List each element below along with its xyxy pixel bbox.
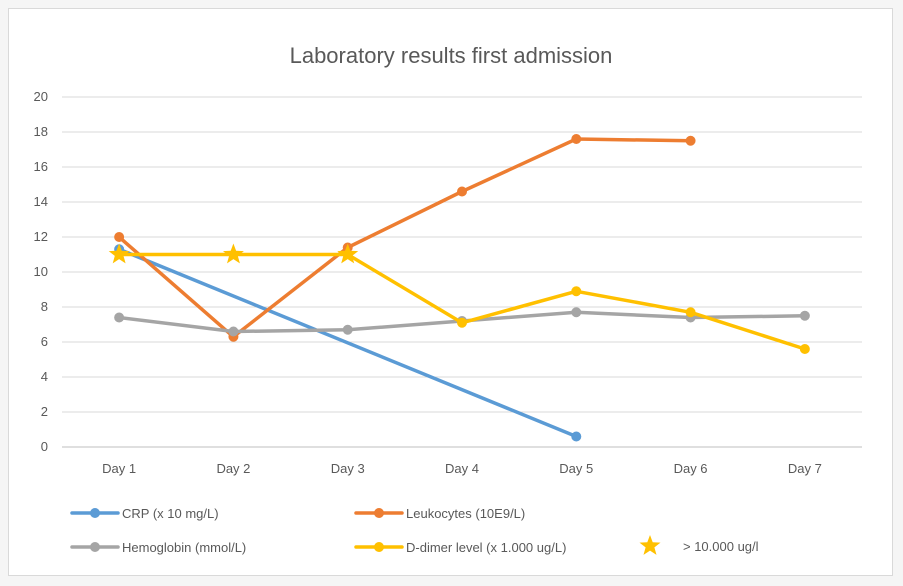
x-tick-label: Day 4 [445, 461, 479, 476]
series-2 [114, 134, 696, 342]
legend-marker [374, 542, 384, 552]
data-point [571, 431, 582, 442]
x-axis-ticks: Day 1 Day 2 Day 3 Day 4 Day 5 Day 6 Day 7 [102, 461, 822, 476]
data-point [799, 344, 810, 354]
x-tick-label: Day 1 [102, 461, 136, 476]
y-tick-label: 8 [41, 299, 48, 314]
y-tick-label: 14 [34, 194, 48, 209]
y-tick-label: 6 [41, 334, 48, 349]
star-marker [337, 243, 359, 264]
y-axis-ticks: 0 2 4 6 8 10 12 14 16 18 20 [34, 89, 48, 454]
legend-item-star: > 10.000 ug/l [639, 535, 759, 555]
x-tick-label: Day 5 [559, 461, 593, 476]
y-tick-label: 12 [34, 229, 48, 244]
legend-label: D-dimer level (x 1.000 ug/L) [406, 540, 566, 555]
data-point [114, 232, 125, 242]
data-point [342, 324, 353, 335]
star-marker [108, 243, 130, 264]
chart-frame: Laboratory results first admission 0 2 4 6 8… [8, 8, 893, 576]
y-tick-label: 2 [41, 404, 48, 419]
x-tick-label: Day 3 [331, 461, 365, 476]
x-tick-label: Day 7 [788, 461, 822, 476]
y-tick-label: 10 [34, 264, 48, 279]
data-point [571, 134, 582, 144]
legend-item: Hemoglobin (mmol/L) [70, 540, 246, 555]
y-tick-label: 20 [34, 89, 48, 104]
data-point [571, 307, 582, 318]
legend-item: CRP (x 10 mg/L) [70, 506, 219, 521]
data-point [685, 307, 696, 318]
data-point [114, 312, 125, 323]
legend-item: D-dimer level (x 1.000 ug/L) [354, 540, 566, 555]
star-marker [223, 243, 244, 264]
series-layer [108, 134, 810, 442]
series-line [117, 252, 807, 351]
gridlines [62, 96, 862, 448]
legend-star-marker [639, 535, 661, 555]
legend-label: Hemoglobin (mmol/L) [122, 540, 246, 555]
legend-label: > 10.000 ug/l [683, 539, 759, 554]
y-tick-label: 18 [34, 124, 48, 139]
x-tick-label: Day 2 [216, 461, 250, 476]
legend-marker [374, 508, 384, 518]
line-chart: Laboratory results first admission 0 2 4 6 8… [34, 43, 862, 555]
data-point [457, 317, 467, 328]
series-4 [108, 243, 810, 354]
legend-item: Leukocytes (10E9/L) [354, 506, 525, 521]
data-point [228, 326, 239, 337]
chart-title: Laboratory results first admission [290, 43, 613, 68]
data-point [571, 286, 582, 297]
series-line [117, 137, 693, 339]
y-tick-label: 4 [41, 369, 48, 384]
legend-marker [90, 508, 100, 518]
data-point [685, 135, 696, 146]
legend-label: CRP (x 10 mg/L) [122, 506, 219, 521]
x-tick-label: Day 6 [674, 461, 708, 476]
legend-marker [90, 542, 100, 552]
data-point [799, 310, 810, 321]
legend-label: Leukocytes (10E9/L) [406, 506, 525, 521]
y-tick-label: 16 [34, 159, 48, 174]
y-tick-label: 0 [41, 439, 48, 454]
legend: CRP (x 10 mg/L) Leukocytes (10E9/L) Hemogl… [70, 506, 759, 555]
series-line [117, 247, 579, 439]
data-point [457, 186, 467, 197]
